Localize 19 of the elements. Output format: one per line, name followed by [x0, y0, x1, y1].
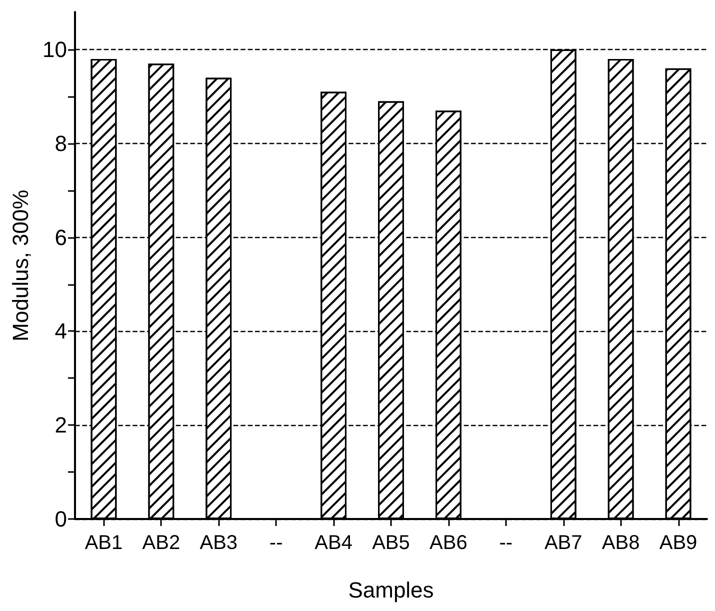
y-tick-label: 6 [54, 224, 67, 250]
y-tick-label: 8 [54, 130, 67, 156]
x-axis-title: Samples [348, 578, 434, 602]
x-tick-label: -- [499, 532, 513, 554]
x-tick-label: AB4 [314, 532, 352, 554]
y-tick-label: 4 [54, 318, 67, 344]
x-tick-label: AB2 [142, 532, 180, 554]
y-axis-title: Modulus, 300% [8, 190, 34, 342]
x-tick-label: AB3 [200, 532, 238, 554]
y-tick-label: 10 [42, 37, 67, 62]
x-tick-label: -- [269, 532, 283, 554]
x-tick-label: AB9 [659, 532, 698, 554]
x-tick-label: AB6 [430, 532, 468, 554]
x-tick-label: AB1 [84, 532, 123, 554]
y-tick-label: 2 [54, 412, 67, 438]
x-tick-label: AB8 [602, 532, 640, 554]
x-tick-label: AB7 [544, 532, 582, 554]
x-tick-label: AB5 [372, 532, 410, 554]
y-tick-label: 0 [54, 506, 67, 532]
